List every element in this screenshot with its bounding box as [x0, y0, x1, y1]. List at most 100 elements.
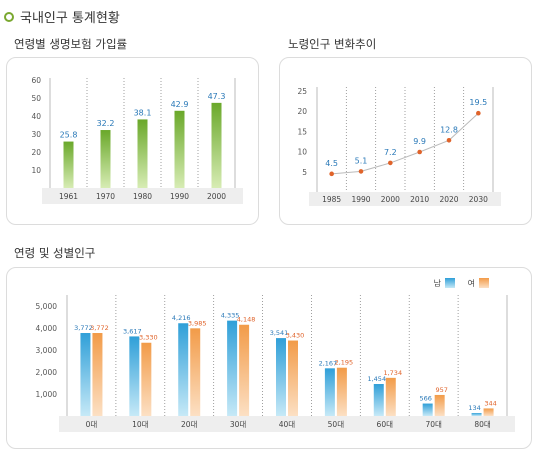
y-tick-label: 25	[297, 87, 307, 96]
bar-value-label: 3,772	[74, 324, 93, 332]
y-tick-label: 3,000	[36, 346, 58, 355]
bar-value-label: 1,734	[383, 369, 402, 377]
chart1-svg: 60 50 40 30 20 10 1961 25.8 1970 32.2 1980 38.1 1990…	[31, 76, 243, 204]
x-tick-label: 2030	[469, 195, 488, 204]
point-value-label: 5.1	[355, 156, 368, 165]
x-tick-label: 1990	[351, 195, 370, 204]
bar	[211, 102, 222, 188]
chart3-panel: 5,000 4,000 3,000 2,000 1,000 0대 3,772 3,772 10대…	[6, 267, 532, 449]
chart2-panel: 25 20 15 10 5 1985 4.5 1990 5.1 2000 7.2 2010 9.9 202…	[279, 57, 532, 225]
page-title: 국내인구 통계현황	[20, 11, 120, 26]
bar	[63, 141, 74, 188]
bar-value-label: 3,541	[270, 329, 289, 337]
bar-value-label: 38.1	[134, 108, 152, 117]
bar-value-label: 2,167	[319, 359, 338, 367]
x-tick-label: 30대	[230, 420, 247, 429]
x-tick-label: 2000	[381, 195, 400, 204]
x-tick-label: 1985	[322, 195, 341, 204]
bar-male	[80, 333, 91, 416]
x-tick-label: 2000	[207, 192, 226, 201]
bar-value-label: 344	[484, 399, 496, 407]
bar-value-label: 566	[419, 395, 431, 403]
bar-value-label: 47.3	[208, 92, 226, 101]
bar-value-label: 3,617	[123, 327, 142, 335]
y-tick-label: 20	[297, 107, 307, 116]
data-point	[388, 160, 393, 166]
bar-male	[471, 413, 482, 416]
bar-value-label: 3,772	[90, 324, 109, 332]
y-tick-label: 10	[297, 148, 307, 157]
bar-value-label: 134	[468, 404, 480, 412]
y-tick-label: 2,000	[36, 368, 58, 377]
legend-label: 남	[434, 279, 442, 288]
y-tick-label: 1,000	[36, 390, 58, 399]
data-point	[476, 110, 481, 116]
bar-female	[385, 377, 396, 416]
bar-female	[190, 328, 201, 416]
x-axis-band	[309, 192, 501, 206]
x-tick-label: 0대	[86, 420, 98, 429]
x-tick-label: 80대	[474, 420, 491, 429]
legend-swatch	[479, 278, 489, 288]
data-point	[417, 149, 422, 155]
x-tick-label: 2020	[439, 195, 458, 204]
data-point	[358, 169, 364, 174]
y-tick-label: 60	[31, 76, 41, 85]
point-value-label: 12.8	[440, 125, 458, 134]
bar-value-label: 957	[435, 386, 447, 394]
x-tick-label: 70대	[425, 420, 442, 429]
y-tick-label: 40	[31, 112, 41, 121]
y-tick-label: 15	[297, 127, 307, 136]
bar-female	[239, 324, 250, 416]
bar-value-label: 3,330	[139, 334, 158, 342]
bar-value-label: 2,195	[335, 359, 354, 367]
chart1-panel: 60 50 40 30 20 10 1961 25.8 1970 32.2 1980 38.1 1990…	[6, 57, 259, 225]
chart2-svg: 25 20 15 10 5 1985 4.5 1990 5.1 2000 7.2 2010 9.9 202…	[297, 87, 501, 206]
legend-label: 여	[468, 278, 475, 288]
x-tick-label: 20대	[181, 420, 198, 429]
chart3-title: 연령 및 성별인구	[14, 246, 96, 260]
point-value-label: 19.5	[469, 98, 487, 107]
point-value-label: 9.9	[413, 137, 426, 146]
page-title-row: 국내인구 통계현황	[4, 7, 120, 26]
x-tick-label: 2010	[410, 195, 429, 204]
y-tick-label: 30	[31, 130, 41, 139]
bar-value-label: 3,985	[188, 319, 207, 327]
bar-male	[129, 336, 140, 416]
y-tick-label: 50	[31, 94, 41, 103]
bar-value-label: 4,216	[172, 314, 191, 322]
x-axis-band	[59, 416, 515, 432]
bar-male	[373, 384, 384, 416]
x-axis-band	[42, 188, 243, 204]
bar-female	[434, 394, 445, 416]
bar-male	[178, 323, 189, 416]
data-point	[329, 171, 334, 177]
bar-value-label: 1,454	[367, 375, 386, 383]
y-tick-label: 5	[302, 168, 307, 177]
bar-value-label: 25.8	[60, 131, 78, 140]
bar-female	[92, 333, 103, 416]
x-tick-label: 50대	[328, 420, 345, 429]
bar	[174, 110, 185, 188]
bar-male	[227, 320, 238, 416]
x-tick-label: 1961	[59, 192, 78, 201]
x-tick-label: 40대	[279, 420, 296, 429]
bar-male	[422, 403, 433, 416]
bar-female	[141, 342, 152, 416]
x-tick-label: 10대	[132, 420, 149, 429]
chart1-title: 연령별 생명보험 가입률	[14, 37, 128, 51]
data-point	[446, 137, 452, 143]
point-value-label: 7.2	[384, 148, 397, 157]
y-tick-label: 4,000	[36, 324, 58, 333]
point-value-label: 4.5	[325, 159, 338, 168]
y-tick-label: 20	[31, 148, 41, 157]
bar-female	[483, 408, 494, 416]
x-tick-label: 1990	[170, 192, 189, 201]
chart2-title: 노령인구 변화추이	[288, 37, 377, 51]
bar-value-label: 4,335	[221, 312, 240, 320]
bar-female	[288, 340, 298, 416]
y-tick-label: 5,000	[36, 302, 58, 311]
bar-value-label: 42.9	[171, 100, 189, 109]
bar-female	[336, 367, 347, 416]
